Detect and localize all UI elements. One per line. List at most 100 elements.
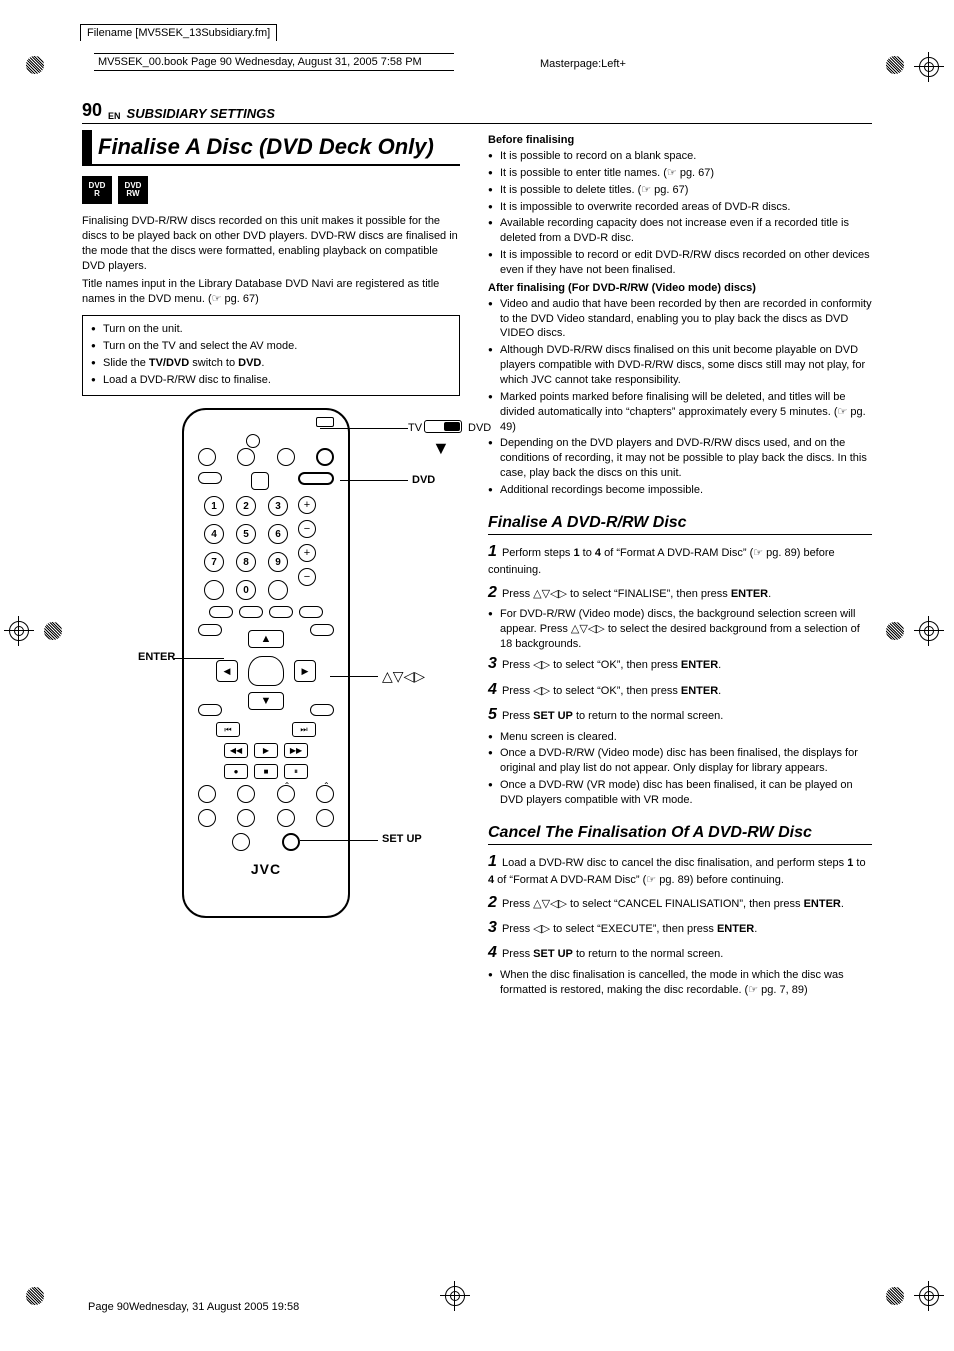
rec-icon: ● [224,764,248,779]
setup-button [282,833,300,851]
nav-right: ▶ [294,660,316,682]
remote-button [198,448,216,466]
list-item: It is possible to enter title names. (☞ … [488,166,872,181]
right-column: Before finalising It is possible to reco… [488,130,872,999]
book-info: MV5SEK_00.book Page 90 Wednesday, August… [94,53,454,71]
cancel-step-1: 1 Load a DVD-RW disc to cancel the disc … [488,851,872,889]
enter-button-label: ENTER [138,651,175,663]
remote-diagram: TV DVD ▼ DVD ENTER △▽◁▷ SET UP [82,408,460,918]
remote-button [237,785,255,803]
remote-button [209,606,233,618]
finalise-heading: Finalise A DVD-R/RW Disc [488,514,872,535]
before-heading: Before finalising [488,134,872,146]
nav-up: ▲ [248,630,284,648]
step-2-note: For DVD-R/RW (Video mode) discs, the bac… [488,607,872,652]
cancel-heading: Cancel The Finalisation Of A DVD-RW Disc [488,824,872,845]
print-mark-icon [26,1287,44,1305]
print-mark-icon [26,56,44,74]
list-item: It is possible to record on a blank spac… [488,149,872,164]
page-header: 90 EN SUBSIDIARY SETTINGS [82,100,872,124]
remote-button [198,472,222,484]
remote-button [204,580,224,600]
minus-button: − [298,568,316,586]
page-number: 90 [82,100,102,121]
leader-line [340,480,408,481]
page: Filename [MV5SEK_13Subsidiary.fm] MV5SEK… [0,0,954,1351]
masterpage-label: Masterpage:Left+ [540,58,626,70]
num-8: 8 [236,552,256,572]
remote-button [298,472,334,485]
after-list: Video and audio that have been recorded … [488,297,872,498]
remote-button: ⌃ [277,785,295,803]
dvd-button-label: DVD [412,474,435,486]
num-0: 0 [236,580,256,600]
main-title: Finalise A Disc (DVD Deck Only) [82,130,460,166]
print-mark-icon [44,622,62,640]
step-5: 5 Press SET UP to return to the normal s… [488,704,872,726]
content-columns: Finalise A Disc (DVD Deck Only) DVDR DVD… [82,130,872,999]
left-column: Finalise A Disc (DVD Deck Only) DVDR DVD… [82,130,460,999]
step-1: 1 Perform steps 1 to 4 of “Format A DVD-… [488,541,872,579]
list-item: Video and audio that have been recorded … [488,297,872,342]
lang-code: EN [108,111,121,121]
list-item: Load a DVD-R/RW disc to finalise. [91,373,451,388]
remote-top-icons [316,416,334,427]
intro-paragraph-2: Title names input in the Library Databas… [82,277,460,307]
disc-type-icons: DVDR DVDRW [82,176,460,204]
remote-button [277,809,295,827]
tv-label: TV [408,422,422,434]
remote-button [269,606,293,618]
registration-mark-icon [4,616,34,646]
ff-icon: ▶▶ [284,743,308,758]
number-pad: 1 2 3 4 5 6 7 8 9 0 [204,496,288,600]
dvd-r-icon: DVDR [82,176,112,204]
stop-icon: ■ [254,764,278,779]
intro-paragraph-1: Finalising DVD-R/RW discs recorded on th… [82,214,460,273]
minus-button: − [298,520,316,538]
remote-button [232,833,250,851]
remote-button: ⌃ [316,785,334,803]
page-footer: Page 90Wednesday, 31 August 2005 19:58 [88,1301,299,1313]
cancel-step-3: 3 Press ◁▷ to select “EXECUTE”, then pre… [488,917,872,939]
remote-button [251,472,269,490]
remote-button [237,448,255,466]
step-5-notes: Menu screen is cleared.Once a DVD-R/RW (… [488,730,872,808]
num-3: 3 [268,496,288,516]
jvc-logo: JVC [198,861,334,877]
step-3: 3 Press ◁▷ to select “OK”, then press EN… [488,653,872,675]
num-5: 5 [236,524,256,544]
before-list: It is possible to record on a blank spac… [488,149,872,278]
nav-cluster: ▲ ◀ ▶ ▼ [216,630,316,710]
step-2: 2 Press △▽◁▷ to select “FINALISE”, then … [488,582,872,604]
remote-button [198,785,216,803]
setup-button-label: SET UP [382,833,422,845]
plus-button: + [298,544,316,562]
title-bar-icon [82,130,92,164]
play-icon: ▶ [254,743,278,758]
title-text: Finalise A Disc (DVD Deck Only) [98,134,434,160]
list-item: It is possible to delete titles. (☞ pg. … [488,183,872,198]
skip-back-icon: ⏮ [216,722,240,737]
after-heading: After finalising (For DVD-R/RW (Video mo… [488,282,872,294]
remote-button [299,606,323,618]
step-4: 4 Press ◁▷ to select “OK”, then press EN… [488,679,872,701]
list-item: Once a DVD-RW (VR mode) disc has been fi… [488,778,872,808]
arrow-keys-label: △▽◁▷ [382,668,425,685]
registration-mark-icon [914,616,944,646]
print-mark-icon [886,1287,904,1305]
enter-button [248,656,284,686]
list-item: Available recording capacity does not in… [488,216,872,246]
power-icon [246,434,260,448]
remote-button [316,448,334,466]
nav-down: ▼ [248,692,284,710]
registration-mark-icon [440,1281,470,1311]
num-6: 6 [268,524,288,544]
print-mark-icon [886,56,904,74]
preparation-box: Turn on the unit.Turn on the TV and sele… [82,315,460,396]
dvd-rw-icon: DVDRW [118,176,148,204]
list-item: Depending on the DVD players and DVD-R/R… [488,436,872,481]
num-9: 9 [268,552,288,572]
section-title: SUBSIDIARY SETTINGS [127,106,275,121]
plus-button: + [298,496,316,514]
arrow-down-icon: ▼ [432,438,450,459]
